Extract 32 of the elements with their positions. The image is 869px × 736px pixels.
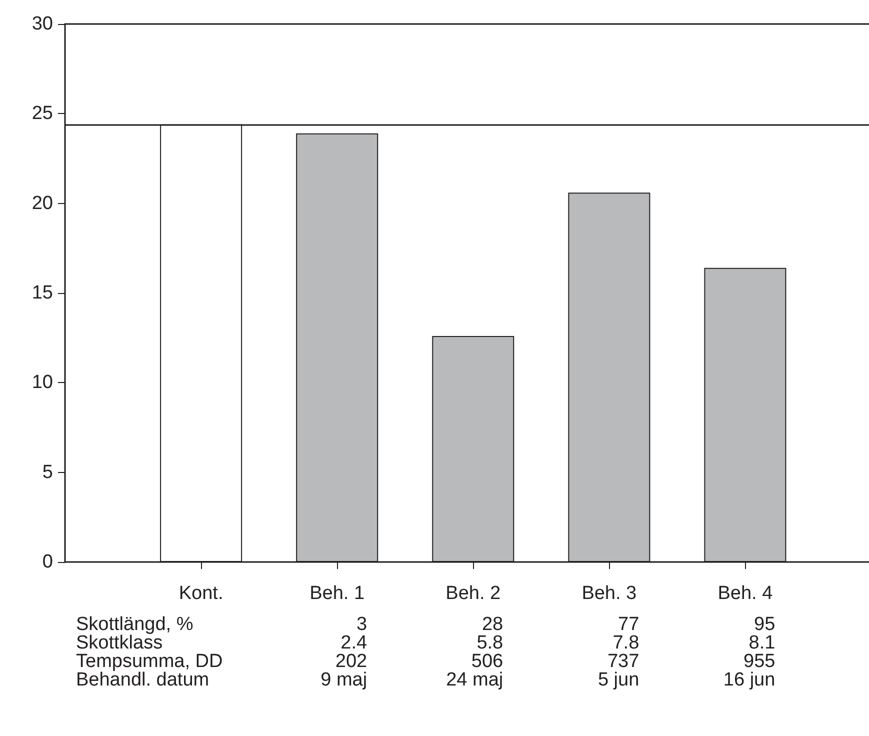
x-tick-label: Beh. 1 [310, 583, 365, 604]
text: 95 [754, 614, 776, 635]
x-tick-label: Beh. 2 [446, 583, 501, 604]
y-tick-label: 0 [42, 552, 53, 572]
x-tick-label: Beh. 3 [582, 583, 637, 604]
text: 77 [618, 614, 640, 635]
y-tick-label: 20 [32, 192, 53, 214]
text: Skottlängd, % [76, 614, 194, 635]
text: Behandl. datum [76, 670, 210, 690]
text: 202 [335, 651, 368, 672]
text: Tempsumma, DD [76, 651, 223, 672]
text: 24 maj [446, 670, 504, 690]
y-tick-label: 5 [42, 462, 53, 483]
text: 955 [744, 651, 776, 672]
x-tick-label: Beh. 4 [718, 583, 774, 604]
text: 3 [356, 614, 368, 635]
text: 506 [471, 651, 504, 672]
text: 16 jun [723, 670, 776, 690]
text: 737 [607, 651, 640, 672]
text: 2.4 [340, 632, 368, 654]
text: 28 [482, 614, 504, 635]
text: 9 maj [320, 670, 368, 690]
y-tick-label: 30 [32, 14, 53, 34]
text: 8.1 [748, 632, 776, 654]
text: 5.8 [476, 632, 504, 654]
text: Skottklass [76, 632, 163, 654]
y-tick-label: 10 [32, 372, 53, 394]
y-tick-label: 25 [32, 103, 53, 124]
y-tick-label: 15 [32, 282, 53, 304]
text: 5 jun [598, 670, 640, 690]
text: 7.8 [612, 632, 640, 654]
x-tick-label: Kont. [178, 583, 224, 604]
